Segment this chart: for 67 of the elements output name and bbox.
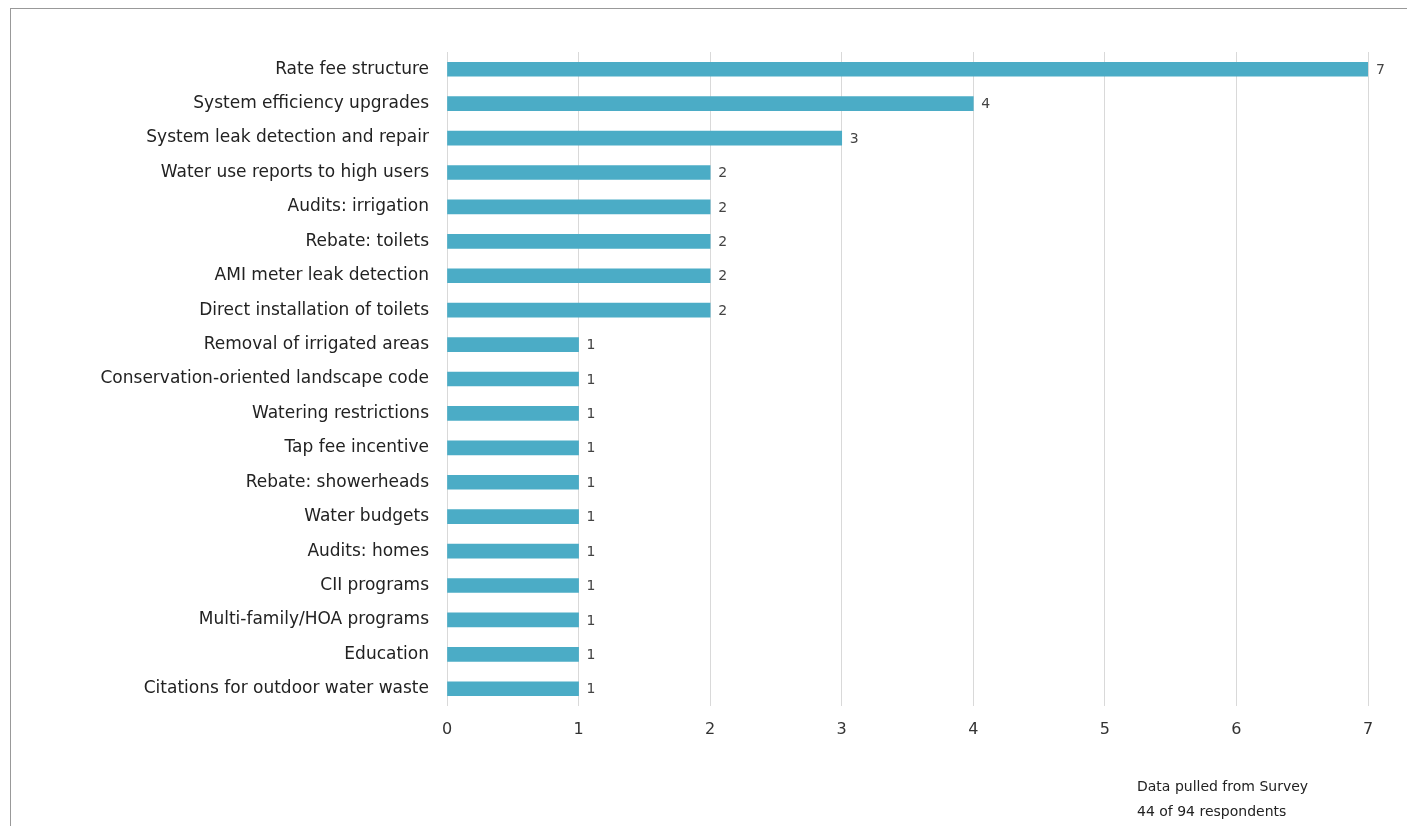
y-tick-label: Rate fee structure (275, 57, 429, 78)
bar (447, 681, 579, 697)
y-tick-label: Water budgets (304, 505, 430, 526)
bar (447, 578, 579, 593)
bar (447, 96, 974, 111)
bar (447, 612, 579, 628)
x-tick-label: 1 (573, 718, 584, 738)
data-label: 7 (1376, 60, 1385, 77)
y-tick-label: Rebate: showerheads (245, 470, 430, 491)
y-tick-label: CII programs (320, 573, 430, 594)
text: 44 of 94 respondents (1137, 802, 1288, 821)
data-label: 2 (718, 301, 728, 318)
y-tick-label: Tap fee incentive (283, 436, 429, 457)
x-tick-label: 6 (1231, 718, 1242, 738)
y-tick-label: Citations for outdoor water waste (143, 677, 429, 698)
data-label: 1 (586, 439, 596, 456)
data-label: 1 (586, 611, 596, 628)
y-tick-label: System efficiency upgrades (193, 92, 430, 113)
bar (447, 268, 711, 284)
y-tick-label: Multi-family/HOA programs (198, 608, 430, 629)
y-tick-label: AMI meter leak detection (214, 264, 429, 285)
y-tick-label: Education (344, 642, 429, 663)
data-label: 1 (586, 646, 596, 663)
x-tick-label: 7 (1362, 718, 1374, 738)
bar (447, 509, 579, 525)
y-tick-label: Conservation-oriented landscape code (100, 367, 429, 388)
bar (447, 440, 579, 456)
y-tick-label: Water use reports to high users (160, 160, 430, 181)
bar (447, 199, 711, 215)
bar (447, 165, 711, 180)
bar (447, 647, 579, 662)
data-label: 1 (586, 508, 596, 525)
data-label: 2 (718, 198, 728, 215)
bar (447, 337, 579, 352)
data-label: 1 (586, 473, 596, 490)
bar (447, 61, 1368, 77)
bar (447, 233, 711, 249)
data-label: 2 (718, 232, 728, 249)
x-tick-label: 5 (1099, 718, 1110, 738)
y-tick-label: Removal of irrigated areas (203, 333, 430, 353)
y-tick-label: System leak detection and repair (146, 126, 430, 147)
data-label: 1 (586, 336, 596, 353)
data-label: 1 (586, 405, 596, 422)
bar (447, 371, 579, 387)
y-tick-label: Rebate: toilets (305, 229, 430, 250)
bar (447, 130, 843, 146)
data-label: 3 (849, 129, 859, 146)
y-tick-label: Watering restrictions (251, 401, 430, 422)
x-tick-label: 0 (441, 718, 453, 738)
x-tick-label: 3 (836, 718, 847, 738)
data-label: 1 (586, 370, 596, 387)
bar (447, 543, 579, 559)
data-label: 1 (586, 577, 596, 594)
y-tick-label: Direct installation of toilets (199, 298, 430, 319)
x-tick-label: 2 (705, 718, 716, 738)
data-label: 1 (586, 542, 596, 559)
text: Data pulled from Survey (1137, 777, 1309, 796)
bar (447, 302, 711, 318)
data-label: 4 (981, 95, 991, 112)
data-label: 2 (718, 267, 728, 284)
bar (447, 474, 579, 490)
bar (447, 406, 579, 421)
data-label: 2 (718, 164, 728, 181)
x-tick-label: 4 (968, 718, 979, 738)
y-tick-label: Audits: irrigation (287, 195, 429, 216)
y-tick-label: Audits: homes (307, 539, 430, 560)
data-label: 1 (586, 680, 596, 697)
